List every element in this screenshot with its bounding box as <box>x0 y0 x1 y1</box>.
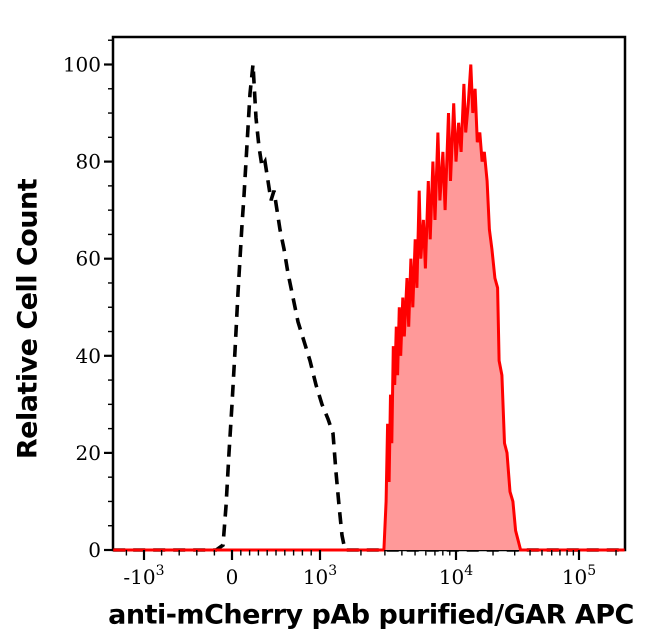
y-axis-tick-label: 100 <box>63 53 101 77</box>
x-axis-tick-label: 105 <box>562 563 596 589</box>
y-axis-tick-label: 80 <box>76 150 101 174</box>
x-axis-title: anti-mCherry pAb purified/GAR APC <box>108 599 634 631</box>
negative-control-curve <box>113 64 625 552</box>
y-axis-title: Relative Cell Count <box>12 178 44 460</box>
y-axis-tick-label: 60 <box>76 247 101 271</box>
stained-sample-curve <box>113 64 625 552</box>
x-axis-tick-label: 103 <box>303 563 337 589</box>
plot-border <box>111 35 627 552</box>
y-axis-tick-label: 40 <box>76 344 101 368</box>
y-axis-tick-label: 0 <box>88 538 101 562</box>
x-axis-tick-label: 104 <box>439 563 473 589</box>
x-axis-tick-label: 0 <box>226 565 239 589</box>
x-axis-tick-label: -103 <box>123 563 164 589</box>
y-axis-tick-label: 20 <box>76 441 101 465</box>
